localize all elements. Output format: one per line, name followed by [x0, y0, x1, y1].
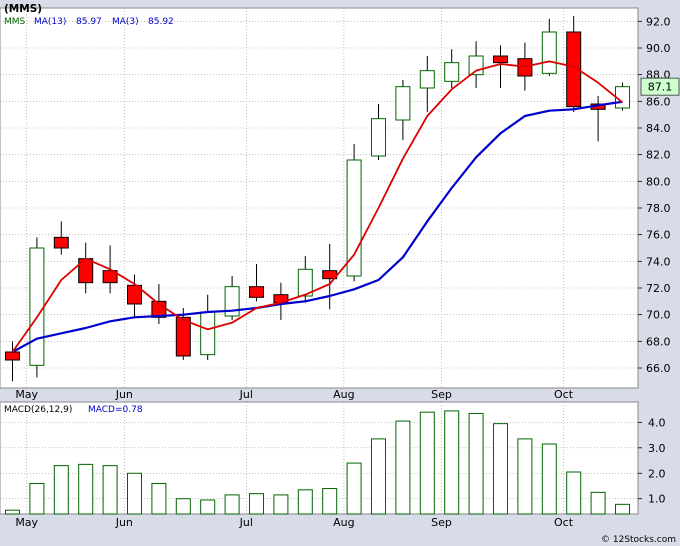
candle-down: [102, 270, 118, 284]
ma-3-line: [11, 60, 624, 353]
price-tick-label: 74.0: [646, 255, 671, 268]
macd-tick-label: 1.0: [648, 493, 666, 506]
macd-bar: [5, 509, 20, 515]
date-tick-label: Jun: [115, 516, 133, 529]
date-tick-label: May: [15, 516, 38, 529]
macd-bar: [151, 482, 167, 515]
macd-bar: [615, 503, 630, 515]
macd-bar: [395, 420, 411, 515]
moving-average-lines: [11, 60, 624, 353]
price-tick-label: 76.0: [646, 229, 671, 242]
macd-bar: [444, 410, 460, 515]
macd-bar: [419, 411, 435, 515]
macd-bar: [468, 412, 484, 515]
macd-tick-label: 2.0: [648, 467, 666, 480]
legend-ma-short-value: 85.92: [148, 17, 174, 27]
candle-down: [127, 284, 142, 305]
macd-bar: [493, 423, 508, 515]
macd-bar: [273, 494, 289, 515]
macd-tick-label: 4.0: [648, 416, 666, 429]
price-tick-label: 66.0: [646, 362, 671, 375]
candle-up: [200, 311, 216, 356]
candle-up: [444, 62, 460, 82]
candle-down: [53, 236, 69, 249]
macd-bar: [371, 438, 386, 515]
macd-bar: [590, 491, 606, 515]
price-tick-label: 70.0: [646, 309, 671, 322]
price-gridlines: [0, 8, 638, 388]
price-panel: 66.0 68.0 70.0 72.0 74.0 76.0 78.0 80.0 82.0 84.0…: [0, 3, 680, 389]
macd-value: MACD=0.78: [88, 405, 143, 415]
candle-down: [249, 286, 264, 298]
macd-date-axis: May Jun Jul Aug Sep Oct: [15, 516, 573, 529]
watermark: © 12Stocks.com: [601, 535, 676, 545]
macd-bar: [29, 482, 45, 515]
price-tick-label: 84.0: [646, 122, 671, 135]
macd-bar: [102, 465, 118, 515]
macd-tick-label: 3.0: [648, 442, 666, 455]
macd-bar: [224, 494, 240, 515]
macd-bar: [346, 462, 362, 515]
legend: MMS MA(13) 85.97 MA(3) 85.92: [4, 17, 174, 27]
candle-up: [468, 55, 484, 76]
legend-symbol: MMS: [4, 17, 26, 27]
macd-bar: [53, 465, 69, 515]
price-tick-label: 78.0: [646, 202, 671, 215]
candle-up: [346, 159, 362, 277]
last-price-box-background: [640, 77, 680, 96]
macd-bar: [249, 493, 264, 515]
legend-ma-long-name: MA(13): [34, 17, 66, 27]
date-tick-label: Jun: [115, 388, 133, 401]
price-tick-label: 86.0: [646, 95, 671, 108]
macd-histogram: [5, 410, 630, 515]
price-tick-label: 68.0: [646, 335, 671, 348]
price-tick-label: 92.0: [646, 15, 671, 28]
candle-up: [29, 247, 45, 366]
price-tick-label: 72.0: [646, 282, 671, 295]
date-tick-label: Jul: [239, 388, 253, 401]
date-axis: May Jun Jul Aug Sep Oct: [15, 388, 573, 401]
price-tick-label: 82.0: [646, 149, 671, 162]
ma-13-line: [11, 100, 623, 353]
legend-ma-short-name: MA(3): [112, 17, 139, 27]
date-tick-label: Oct: [554, 516, 574, 529]
macd-y-axis: 1.0 2.0 3.0 4.0: [638, 416, 666, 506]
candle-up: [395, 86, 411, 121]
price-tick-label: 90.0: [646, 42, 671, 55]
candle-up: [224, 286, 240, 317]
last-price-label: 87.1: [648, 81, 673, 94]
candle-down: [5, 351, 20, 361]
candle-down: [175, 316, 191, 357]
macd-bar: [322, 488, 338, 515]
date-tick-label: Sep: [431, 388, 452, 401]
macd-title: MACD(26,12,9): [4, 405, 72, 415]
price-tick-label: 80.0: [646, 175, 671, 188]
macd-bar: [127, 472, 142, 515]
date-tick-label: Jul: [239, 516, 253, 529]
legend-ma-long-value: 85.97: [76, 17, 102, 27]
candle-down: [566, 31, 582, 108]
candle-down: [493, 55, 508, 64]
candle-up: [371, 118, 386, 157]
macd-bar: [175, 498, 191, 515]
macd-bar: [78, 463, 94, 515]
macd-bar: [200, 499, 216, 515]
date-tick-label: May: [15, 388, 38, 401]
macd-bar: [297, 489, 313, 515]
macd-bar: [517, 438, 533, 515]
candle-up: [419, 70, 435, 89]
date-tick-label: Aug: [333, 388, 354, 401]
date-tick-label: Sep: [431, 516, 452, 529]
last-price-box: 87.1: [640, 77, 680, 96]
macd-bar: [566, 471, 582, 515]
candle-up: [297, 268, 313, 297]
date-tick-label: Oct: [554, 388, 574, 401]
date-tick-label: Aug: [333, 516, 354, 529]
candle-up: [541, 31, 557, 74]
symbol-title: (MMS): [4, 3, 42, 15]
price-y-axis: 66.0 68.0 70.0 72.0 74.0 76.0 78.0 80.0 82.0 84.0…: [638, 15, 671, 375]
macd-bar: [541, 443, 557, 515]
macd-panel: 1.0 2.0 3.0 4.0 MACD(26,12,9) MACD=0.78: [0, 401, 666, 515]
